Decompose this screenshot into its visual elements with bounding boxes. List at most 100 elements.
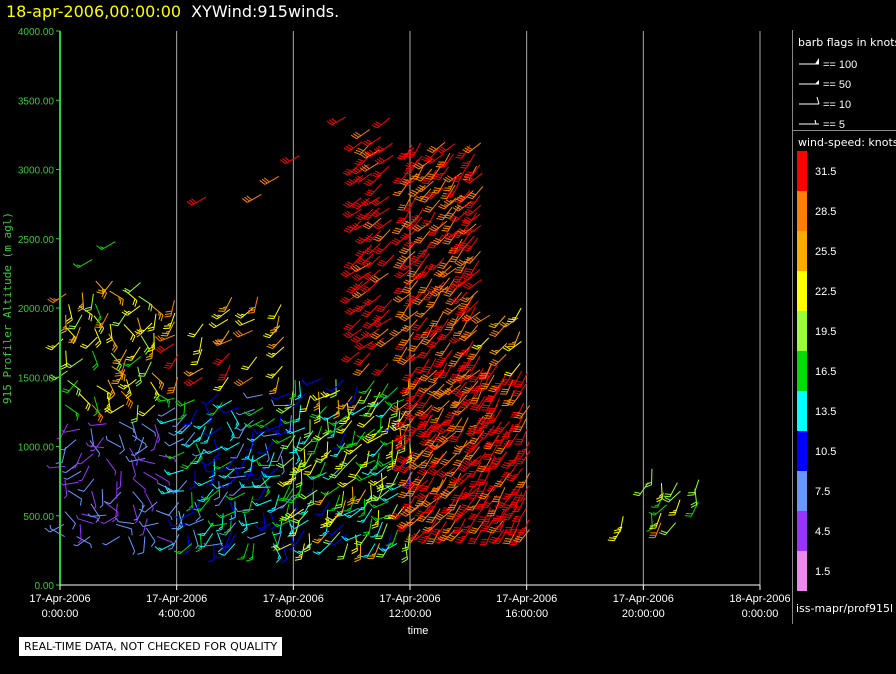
wind-barb — [356, 508, 373, 523]
wind-barb — [125, 346, 141, 361]
wind-barb — [392, 292, 412, 303]
wind-barb — [284, 508, 304, 519]
wind-barb — [272, 414, 282, 433]
colorbar: 31.5 28.5 25.5 22.5 19.5 16.5 13.5 10.5 7.5 4.5 1.… — [797, 151, 836, 591]
wind-barb — [235, 318, 255, 326]
colorbar-label: 4.5 — [815, 526, 830, 538]
wind-barb — [426, 141, 446, 154]
wind-barb — [415, 180, 434, 193]
wind-barb — [110, 352, 122, 372]
wind-barb — [441, 519, 457, 534]
wind-barb — [174, 511, 194, 521]
wind-barb — [78, 305, 93, 322]
wind-barb — [476, 457, 492, 473]
wind-barb — [213, 376, 229, 392]
wind-barb — [402, 476, 420, 489]
wind-barb — [211, 482, 232, 489]
wind-barb — [59, 439, 77, 451]
wind-barb — [319, 411, 340, 421]
wind-barb — [484, 387, 501, 402]
wind-barb — [322, 468, 341, 481]
wind-barb — [229, 484, 245, 496]
wind-barb — [234, 469, 255, 477]
wind-barb — [320, 441, 329, 460]
wind-barb — [462, 204, 482, 217]
wind-barb — [271, 399, 291, 407]
wind-barb — [269, 315, 280, 334]
wind-barb — [115, 518, 135, 525]
wind-barb — [460, 393, 479, 406]
wind-barb — [247, 453, 267, 463]
wind-barb — [188, 470, 196, 490]
wind-barb — [403, 515, 423, 527]
wind-barb — [271, 435, 292, 444]
wind-barb — [435, 423, 455, 435]
wind-barb — [451, 518, 466, 534]
wind-barb — [370, 521, 383, 538]
wind-barb — [87, 422, 107, 427]
wind-barb — [289, 530, 305, 545]
x-tick-time: 0:00:00 — [742, 608, 779, 620]
wind-barb — [137, 536, 146, 555]
wind-barb — [65, 404, 79, 421]
wind-barb — [388, 450, 399, 468]
wind-barb — [362, 217, 382, 230]
wind-barb — [343, 507, 363, 519]
wind-barb — [372, 309, 390, 323]
wind-barb — [359, 162, 379, 172]
wind-barb — [96, 280, 113, 295]
wind-barb — [336, 543, 349, 560]
wind-barb — [219, 522, 236, 536]
wind-barb — [514, 405, 531, 419]
wind-barb — [328, 534, 348, 546]
barb-legend-label: == 5 — [823, 119, 845, 131]
wind-barb — [284, 467, 295, 486]
wind-barb — [125, 379, 132, 400]
wind-barb — [452, 267, 468, 283]
wind-barb — [213, 481, 221, 501]
y-tick-label: 1500.00 — [18, 373, 55, 384]
wind-barb — [105, 435, 122, 448]
wind-barb — [453, 473, 472, 485]
wind-barb — [185, 518, 204, 526]
wind-barb — [242, 392, 263, 399]
wind-barb — [168, 519, 188, 527]
wind-barb — [514, 450, 531, 465]
wind-barb — [122, 356, 142, 368]
wind-barb — [346, 385, 358, 403]
wind-barb — [163, 354, 179, 369]
chart-title: 18-apr-2006,00:00:00 XYWind:915winds. — [6, 2, 339, 21]
wind-barb — [416, 414, 434, 428]
wind-barb — [370, 207, 390, 218]
wind-barb — [107, 379, 116, 400]
wind-barb — [340, 267, 360, 278]
wind-barb — [90, 437, 104, 452]
wind-barb — [414, 305, 433, 318]
colorbar-label: 31.5 — [815, 166, 836, 178]
wind-barb — [430, 450, 448, 465]
wind-barb — [418, 405, 435, 420]
wind-barb — [192, 337, 203, 355]
wind-barb — [85, 442, 105, 449]
wind-barb — [466, 186, 484, 200]
wind-barb — [275, 456, 295, 469]
wind-barb — [393, 280, 410, 295]
wind-barb — [247, 296, 259, 314]
wind-barb — [375, 543, 391, 558]
wind-barb — [219, 475, 237, 489]
wind-barb — [203, 465, 224, 473]
x-axis-label: time — [408, 625, 429, 637]
wind-barb — [372, 242, 391, 255]
wind-barb — [464, 440, 481, 454]
wind-barb — [163, 469, 184, 476]
wind-barb — [262, 452, 275, 469]
wind-barb — [350, 332, 370, 344]
wind-barb — [415, 168, 433, 182]
wind-barb — [403, 397, 422, 411]
wind-barb — [76, 515, 94, 524]
wind-barb — [202, 426, 223, 437]
wind-barb — [63, 479, 68, 499]
wind-barb — [386, 482, 406, 491]
wind-barb — [180, 456, 198, 470]
wind-barb — [342, 163, 361, 176]
